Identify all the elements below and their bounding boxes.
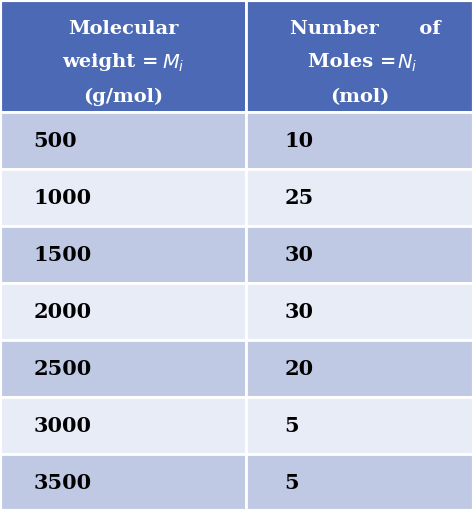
FancyBboxPatch shape: [0, 0, 246, 112]
Text: 3500: 3500: [33, 473, 91, 493]
FancyBboxPatch shape: [0, 226, 246, 283]
FancyBboxPatch shape: [246, 340, 474, 397]
FancyBboxPatch shape: [0, 397, 246, 454]
FancyBboxPatch shape: [0, 340, 246, 397]
Text: Molecular: Molecular: [68, 20, 179, 38]
FancyBboxPatch shape: [0, 112, 246, 169]
Text: (mol): (mol): [330, 88, 390, 106]
FancyBboxPatch shape: [0, 169, 246, 226]
Text: $\mathit{N_i}$: $\mathit{N_i}$: [398, 53, 418, 74]
FancyBboxPatch shape: [0, 283, 246, 340]
Text: Moles =: Moles =: [308, 53, 403, 71]
FancyBboxPatch shape: [246, 397, 474, 454]
Text: 2000: 2000: [33, 301, 91, 322]
Text: 10: 10: [284, 131, 313, 151]
FancyBboxPatch shape: [246, 283, 474, 340]
Text: 5: 5: [284, 473, 299, 493]
Text: 3000: 3000: [33, 415, 91, 435]
Text: 30: 30: [284, 301, 313, 322]
Text: weight =: weight =: [62, 53, 165, 71]
Text: 20: 20: [284, 359, 313, 379]
Text: 5: 5: [284, 415, 299, 435]
FancyBboxPatch shape: [246, 0, 474, 112]
Text: (g/mol): (g/mol): [83, 88, 164, 106]
FancyBboxPatch shape: [246, 454, 474, 511]
Text: 500: 500: [33, 131, 77, 151]
Text: 25: 25: [284, 188, 314, 208]
Text: 1500: 1500: [33, 245, 91, 265]
FancyBboxPatch shape: [246, 112, 474, 169]
Text: 1000: 1000: [33, 188, 91, 208]
FancyBboxPatch shape: [0, 454, 246, 511]
Text: 30: 30: [284, 245, 313, 265]
Text: Number      of: Number of: [290, 20, 440, 38]
FancyBboxPatch shape: [246, 226, 474, 283]
Text: $\mathit{M_i}$: $\mathit{M_i}$: [162, 53, 184, 74]
Text: 2500: 2500: [33, 359, 91, 379]
FancyBboxPatch shape: [246, 169, 474, 226]
